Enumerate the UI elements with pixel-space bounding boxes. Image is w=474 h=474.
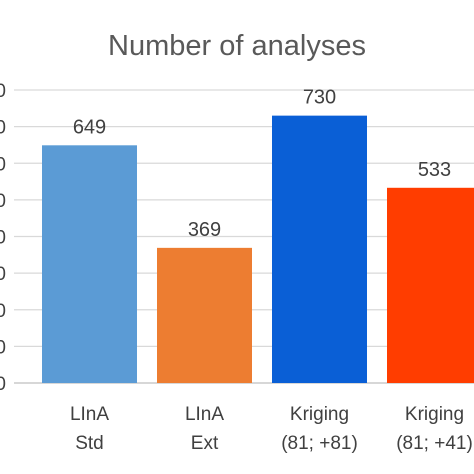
x-axis-categories: LInA Std LInA Ext Kriging (81; +81) Kriging (81… bbox=[70, 404, 473, 454]
y-tick-label: 0 bbox=[0, 81, 6, 102]
bar bbox=[272, 115, 367, 383]
bar-value-label: 369 bbox=[188, 219, 221, 241]
x-tick-label: (81; +81) bbox=[281, 433, 358, 454]
data-labels: 649 369 730 533 bbox=[73, 87, 451, 241]
y-tick-label: 0 bbox=[0, 118, 6, 139]
x-tick-label: Kriging bbox=[290, 404, 349, 425]
y-tick-label: 0 bbox=[0, 191, 6, 212]
bar bbox=[157, 247, 252, 383]
bar-value-label: 649 bbox=[73, 116, 106, 138]
y-tick-label: 0 bbox=[0, 374, 6, 395]
x-tick-label: LInA bbox=[70, 404, 109, 425]
y-tick-label: 0 bbox=[0, 301, 6, 322]
y-axis-ticks: 0 0 0 0 0 0 0 0 0 bbox=[0, 81, 6, 395]
y-tick-label: 0 bbox=[0, 337, 6, 358]
x-tick-label: LInA bbox=[185, 404, 224, 425]
x-tick-label: Std bbox=[75, 433, 104, 454]
bar-value-label: 730 bbox=[303, 87, 336, 109]
bars bbox=[42, 115, 474, 383]
x-tick-label: Kriging bbox=[405, 404, 464, 425]
bar bbox=[387, 187, 474, 383]
bar-value-label: 533 bbox=[418, 159, 451, 181]
bar bbox=[42, 145, 137, 383]
y-tick-label: 0 bbox=[0, 264, 6, 285]
y-tick-label: 0 bbox=[0, 228, 6, 249]
y-tick-label: 0 bbox=[0, 154, 6, 175]
x-tick-label: (81; +41) bbox=[396, 433, 473, 454]
chart-title: Number of analyses bbox=[108, 30, 366, 62]
x-tick-label: Ext bbox=[191, 433, 219, 454]
